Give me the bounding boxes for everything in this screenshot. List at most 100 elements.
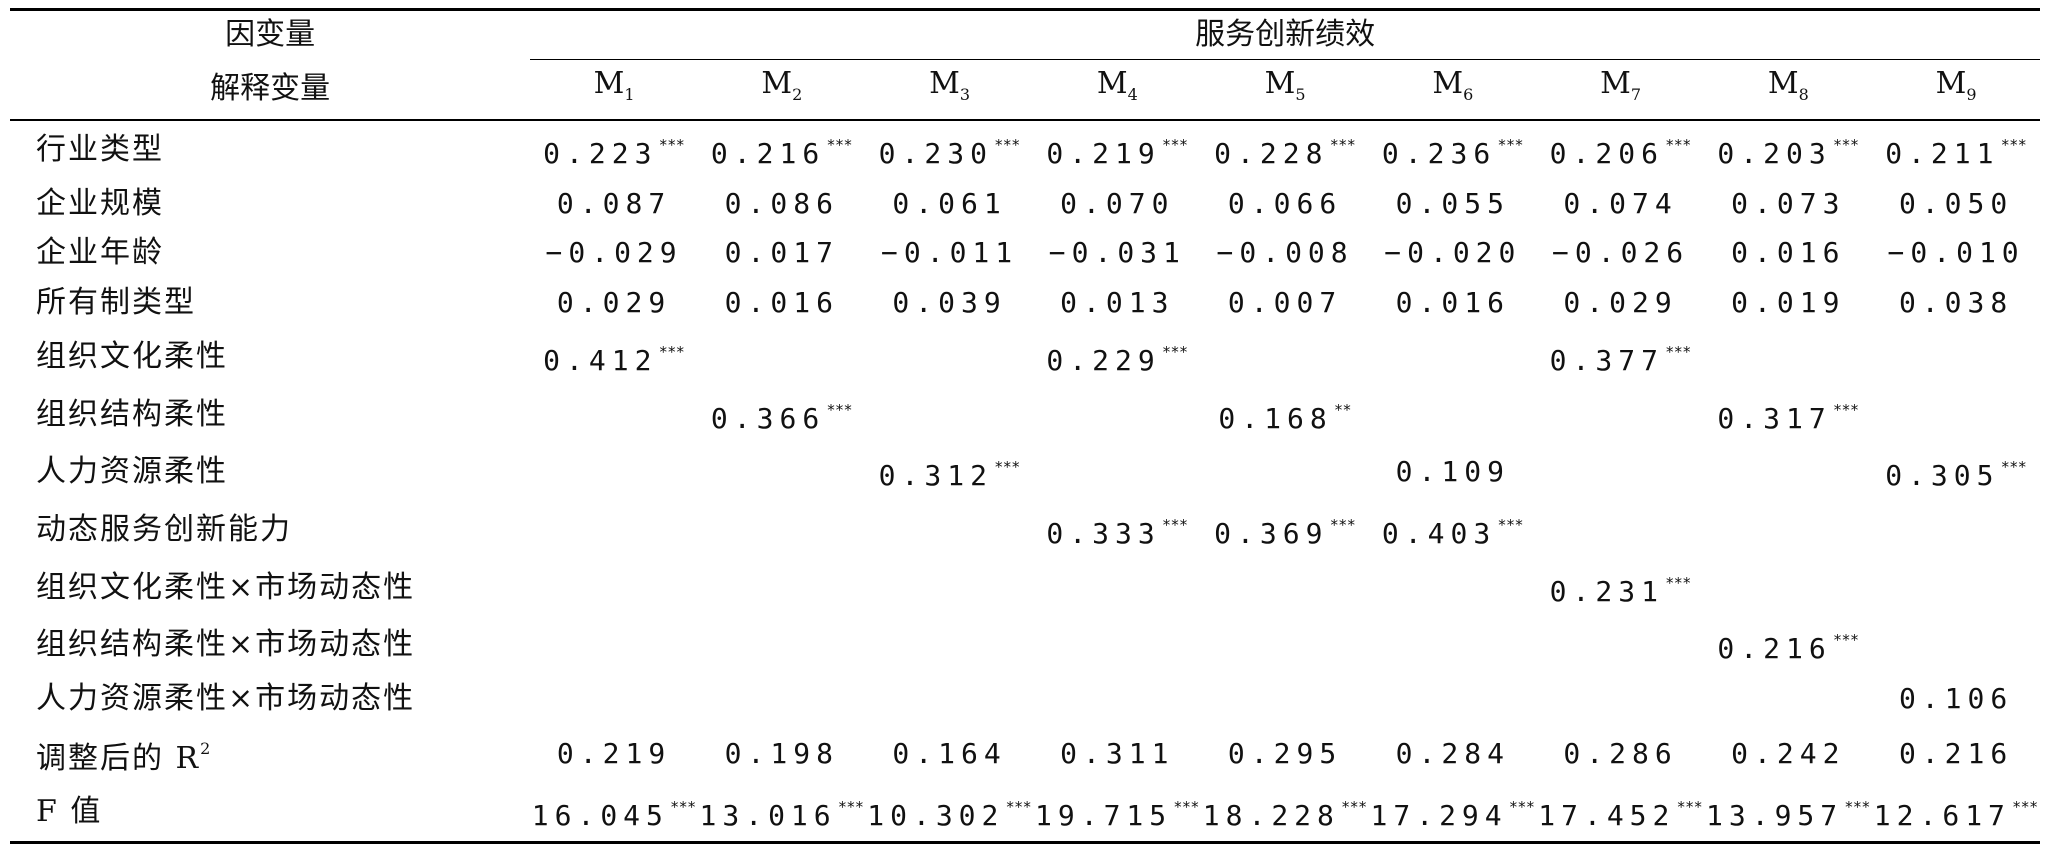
model-subscript: 4 [1127, 85, 1138, 104]
coefficient-value: 0.061 [892, 186, 1007, 220]
model-header-m6: M6 [1368, 59, 1537, 121]
significance-stars: *** [1162, 136, 1189, 154]
coefficient-value: −0.031 [1048, 236, 1186, 270]
model-subscript: 6 [1463, 85, 1474, 104]
significance-stars: *** [1162, 515, 1189, 534]
coefficient-cell: 0.211 *** [1872, 120, 2040, 179]
coefficient-cell: 0.242 [1704, 724, 1872, 784]
significance-stars: *** [1665, 573, 1692, 592]
coefficient-value: 16.045 [531, 799, 669, 833]
row-label-text: F 值 [36, 794, 103, 830]
coefficient-value: 0.016 [1395, 286, 1510, 320]
table-row: 组织结构柔性 0.366 *** 0.168 ** 0.317 *** [10, 386, 2040, 444]
table-body: 行业类型 0.223 *** 0.216 *** 0.230 *** 0.219 *** 0.22… [10, 120, 2040, 844]
coefficient-cell [1201, 616, 1369, 674]
coefficient-cell: 0.074 [1537, 179, 1705, 229]
row-label: 企业规模 [10, 179, 530, 229]
coefficient-value: 0.229 [1046, 343, 1161, 377]
model-header-m3: M3 [865, 59, 1034, 121]
coefficient-value: 0.066 [1227, 186, 1343, 220]
coefficient-cell: 0.216 *** [1704, 616, 1872, 674]
coefficient-cell [698, 559, 866, 617]
row-label: 组织文化柔性×市场动态性 [10, 559, 530, 617]
table-row: 组织结构柔性×市场动态性 0.216 *** [10, 616, 2040, 674]
coefficient-value: 0.198 [724, 736, 839, 770]
coefficient-value: 0.317 [1717, 401, 1832, 435]
coefficient-value: 0.236 [1381, 137, 1497, 170]
significance-stars: *** [1006, 798, 1032, 817]
coefficient-cell: 13.016 *** [697, 783, 866, 844]
coefficient-cell: 0.317 *** [1704, 386, 1872, 444]
coefficient-cell: 0.164 [866, 724, 1034, 784]
coefficient-cell: 0.066 [1201, 179, 1369, 229]
coefficient-cell: 0.013 [1033, 278, 1201, 328]
coefficient-value: 0.377 [1549, 343, 1664, 377]
coefficient-cell: 0.019 [1704, 278, 1872, 328]
coefficient-value: 12.617 [1873, 799, 2011, 833]
coefficient-value: 0.164 [892, 736, 1007, 770]
significance-stars: *** [1665, 136, 1692, 154]
model-subscript: 1 [624, 85, 635, 104]
coefficient-value: −0.011 [881, 236, 1019, 270]
coefficient-cell [1369, 559, 1537, 617]
row-label-text: 动态服务创新能力 [36, 511, 292, 547]
row-label-text: 所有制类型 [36, 285, 196, 321]
coefficient-cell: 0.216 *** [698, 120, 866, 179]
coefficient-cell [1537, 501, 1705, 559]
coefficient-value: 0.228 [1214, 137, 1329, 170]
row-label: F 值 [10, 783, 531, 844]
coefficient-cell: 0.403 *** [1369, 501, 1537, 559]
row-label-text: 人力资源柔性 [36, 454, 228, 490]
coefficient-value: 0.305 [1885, 459, 2000, 493]
regression-results-table-container: 因变量 服务创新绩效 解释变量 M1 M2 M3 M4 M5 M6 M7 M8 M9 行业类型 0… [10, 8, 2040, 844]
coefficient-cell: 19.715 *** [1033, 783, 1202, 844]
coefficient-cell: 0.073 [1704, 179, 1872, 229]
coefficient-cell [866, 559, 1034, 617]
row-label: 调整后的 R2 [10, 724, 530, 784]
coefficient-value: 0.242 [1731, 736, 1846, 770]
model-subscript: 2 [792, 85, 803, 104]
row-label: 所有制类型 [10, 278, 530, 328]
coefficient-value: 0.073 [1731, 186, 1846, 220]
coefficient-value: 0.087 [556, 186, 672, 220]
row-label: 组织结构柔性×市场动态性 [10, 616, 530, 674]
coefficient-cell: 0.017 [698, 228, 866, 278]
model-subscript: 5 [1295, 85, 1306, 104]
coefficient-cell: 0.086 [698, 179, 866, 229]
model-header-m9: M9 [1872, 59, 2040, 121]
coefficient-value: 0.016 [1731, 236, 1846, 270]
coefficient-value: 0.230 [878, 137, 993, 170]
coefficient-cell [1872, 501, 2040, 559]
table-row: 组织文化柔性×市场动态性 0.231 *** [10, 559, 2040, 617]
model-subscript: 7 [1630, 85, 1642, 104]
row-label-text: 组织结构柔性 [36, 396, 228, 432]
coefficient-value: 0.055 [1395, 186, 1510, 220]
coefficient-cell [530, 386, 698, 444]
coefficient-cell: 0.286 [1537, 724, 1705, 784]
significance-stars: *** [1665, 342, 1692, 361]
coefficient-cell [866, 328, 1034, 386]
regression-results-table: 因变量 服务创新绩效 解释变量 M1 M2 M3 M4 M5 M6 M7 M8 M9 行业类型 0… [10, 8, 2040, 844]
significance-stars: *** [659, 136, 685, 154]
coefficient-value: 0.016 [724, 286, 839, 320]
coefficient-cell: 0.284 [1369, 724, 1537, 784]
model-header-m5: M5 [1201, 59, 1369, 121]
dependent-variable-name: 服务创新绩效 [530, 8, 2040, 60]
significance-stars: *** [827, 400, 853, 419]
row-label: 人力资源柔性×市场动态性 [10, 674, 530, 724]
coefficient-cell [866, 501, 1034, 559]
coefficient-cell: 0.228 *** [1201, 120, 1369, 179]
coefficient-cell: 18.228 *** [1201, 783, 1369, 844]
coefficient-cell: 13.957 *** [1704, 783, 1873, 844]
significance-stars: *** [1330, 136, 1356, 154]
coefficient-cell: −0.031 [1033, 228, 1201, 278]
row-label: 人力资源柔性 [10, 443, 530, 501]
coefficient-value: 18.228 [1202, 799, 1340, 833]
coefficient-cell: −0.026 [1537, 228, 1705, 278]
coefficient-value: 0.203 [1717, 137, 1832, 170]
coefficient-cell [1201, 674, 1369, 724]
table-row: 调整后的 R2 0.219 0.198 0.164 0.311 0.295 0.284 0.2… [10, 724, 2040, 784]
coefficient-value: 0.050 [1898, 186, 2014, 220]
row-label-text: 组织文化柔性 [36, 338, 228, 374]
coefficient-value: 17.294 [1370, 799, 1508, 833]
